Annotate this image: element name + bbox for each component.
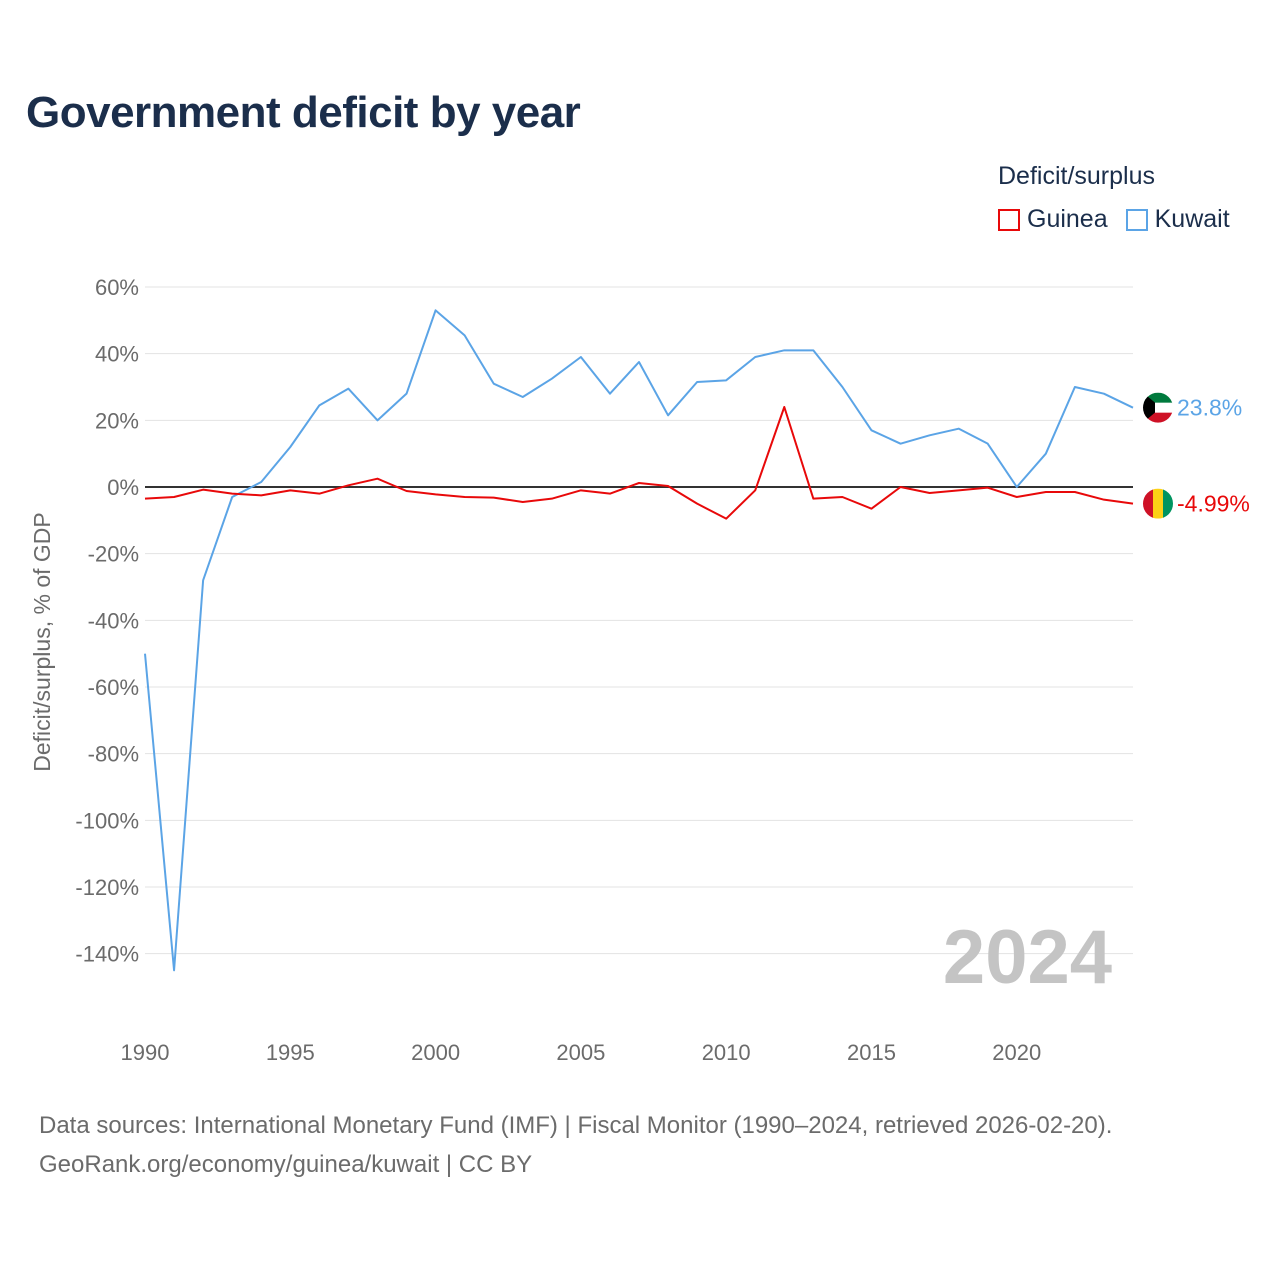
series-line-kuwait (144, 309, 1134, 972)
legend-title: Deficit/surplus (998, 162, 1155, 190)
x-tick-label: 2000 (411, 1040, 460, 1065)
line-chart: 60% 40% 20% 0% -20% -40% -60% -80% -100% -120% -14… (29, 275, 1250, 1065)
year-watermark: 2024 (943, 915, 1112, 1000)
legend-label-kuwait: Kuwait (1154, 205, 1230, 233)
flag-stripe (1143, 402, 1173, 414)
x-tick-label: 1990 (121, 1040, 170, 1065)
y-tick-label: -20% (88, 542, 139, 567)
credit-text: GeoRank.org/economy/guinea/kuwait | CC B… (39, 1151, 533, 1178)
flag-kuwait (1143, 392, 1173, 423)
flag-stripe (1163, 488, 1173, 519)
legend-swatch-kuwait (1125, 208, 1148, 231)
y-tick-label: 20% (95, 408, 139, 433)
y-tick-label: -140% (75, 942, 139, 967)
y-tick-label: -60% (88, 675, 139, 700)
x-tick-label: 1995 (266, 1040, 315, 1065)
flag-stripe (1153, 488, 1164, 519)
series-line-guinea (144, 406, 1134, 520)
x-tick-label: 2020 (992, 1040, 1041, 1065)
flag-trapezoid (1143, 392, 1155, 423)
x-tick-label: 2005 (556, 1040, 605, 1065)
y-tick-label: -100% (75, 808, 139, 833)
legend-label-guinea: Guinea (1027, 205, 1108, 233)
x-tick-label: 2015 (847, 1040, 896, 1065)
data-sources-text: Data sources: International Monetary Fun… (39, 1112, 1113, 1139)
y-tick-label: 0% (107, 475, 139, 500)
y-tick-label: 60% (95, 275, 139, 300)
flag-stripe (1143, 412, 1173, 423)
flag-stripe (1143, 392, 1173, 404)
end-label-guinea: -4.99% (1177, 491, 1250, 517)
flag-stripe (1143, 488, 1154, 519)
legend-item-kuwait[interactable]: Kuwait (1125, 205, 1230, 234)
flag-guinea (1143, 488, 1173, 519)
y-tick-label: -40% (88, 608, 139, 633)
legend-item-guinea[interactable]: Guinea (998, 205, 1108, 234)
legend-swatch-guinea (998, 208, 1020, 231)
y-tick-label: -120% (75, 875, 139, 900)
y-tick-label: -80% (88, 742, 139, 767)
x-tick-label: 2010 (702, 1040, 751, 1065)
end-label-kuwait: 23.8% (1177, 395, 1242, 421)
y-axis-label: Deficit/surplus, % of GDP (29, 512, 55, 771)
chart-title: Government deficit by year (26, 88, 581, 137)
footer: Data sources: International Monetary Fun… (39, 1106, 1112, 1184)
legend: Deficit/surplus Guinea Kuwait (998, 162, 1230, 234)
y-tick-label: 40% (95, 342, 139, 367)
